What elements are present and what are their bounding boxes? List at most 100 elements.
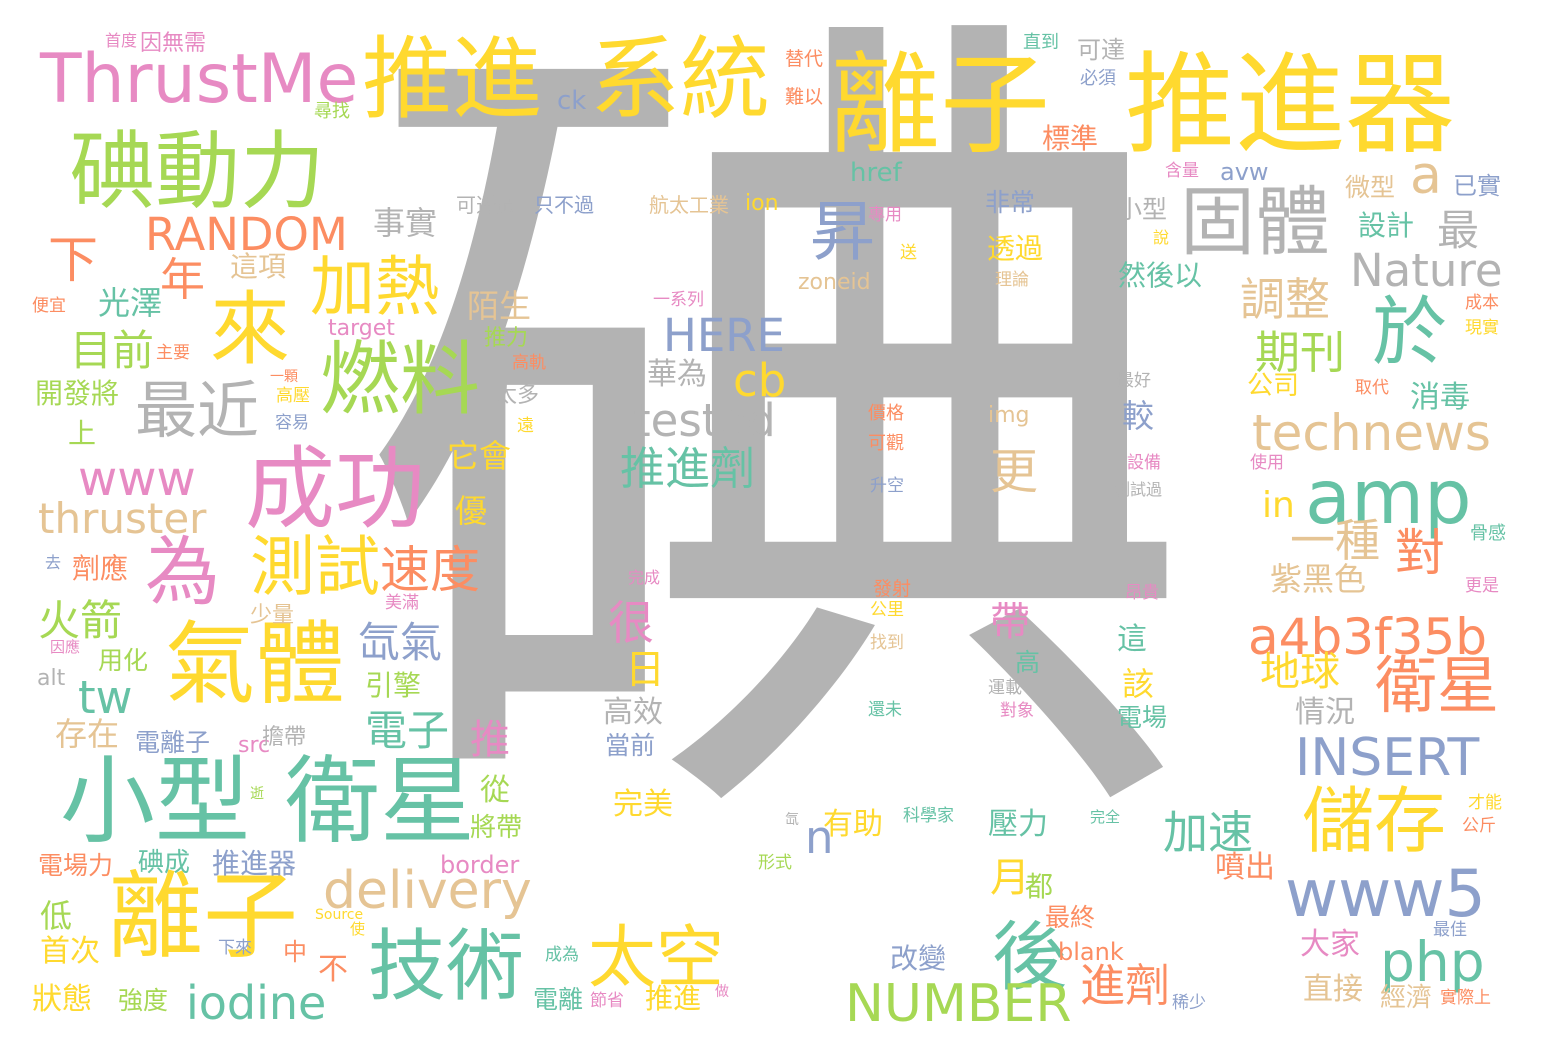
cloud-word: 地球 bbox=[1260, 649, 1340, 695]
cloud-word: 去 bbox=[45, 553, 62, 572]
cloud-word: 技術 bbox=[368, 922, 525, 1012]
cloud-word: 直接 bbox=[1303, 972, 1363, 1007]
cloud-word: 電離 bbox=[533, 985, 584, 1014]
cloud-word: 消毒 bbox=[1410, 380, 1470, 415]
cloud-word: zoneid bbox=[798, 270, 871, 295]
cloud-word: 存在 bbox=[55, 715, 120, 753]
cloud-word: 推進劑 bbox=[620, 442, 756, 495]
cloud-word: 優 bbox=[455, 492, 488, 530]
cloud-word: 最 bbox=[1437, 206, 1480, 255]
cloud-word: 氙氣 bbox=[358, 618, 443, 667]
cloud-word: 完成 bbox=[628, 568, 661, 587]
cloud-word: 推進 bbox=[645, 982, 702, 1015]
cloud-word: 推進器 bbox=[212, 847, 297, 880]
cloud-word: img bbox=[988, 403, 1030, 428]
cloud-word: 尋找 bbox=[314, 101, 350, 122]
cloud-word: 推進 bbox=[362, 27, 542, 132]
cloud-word: 小型 bbox=[1117, 195, 1168, 224]
cloud-word: 進劑 bbox=[1080, 959, 1171, 1012]
cloud-word: border bbox=[440, 851, 520, 879]
cloud-word: 實際上 bbox=[1440, 988, 1491, 1008]
cloud-word: 碘動力 bbox=[70, 123, 326, 222]
cloud-word: 小型 bbox=[60, 747, 251, 857]
cloud-word: 速度 bbox=[380, 541, 480, 599]
cloud-word: 加速 bbox=[1163, 806, 1254, 859]
cloud-word: 儲存 bbox=[1302, 779, 1447, 863]
cloud-word: 推 bbox=[470, 717, 510, 763]
cloud-word: 月 bbox=[990, 855, 1030, 901]
cloud-word: 完全 bbox=[1090, 808, 1121, 826]
cloud-word: 情況 bbox=[1295, 695, 1355, 730]
cloud-word: 非常 bbox=[985, 188, 1036, 217]
cloud-word: NUMBER bbox=[845, 974, 1072, 1034]
cloud-word: 引擎 bbox=[365, 669, 422, 702]
cloud-word: 最好 bbox=[1117, 371, 1151, 391]
cloud-word: 可透過 bbox=[456, 193, 516, 217]
cloud-word: 微型 bbox=[1345, 173, 1396, 202]
cloud-word: 紫黑色 bbox=[1270, 560, 1367, 598]
cloud-word: 便宜 bbox=[32, 296, 66, 316]
cloud-word: 成為 bbox=[545, 945, 579, 965]
cloud-word: cb bbox=[733, 354, 787, 407]
cloud-word: 最終 bbox=[1045, 903, 1096, 932]
cloud-word: 用化 bbox=[98, 646, 149, 675]
cloud-word: 更是 bbox=[1465, 576, 1499, 596]
cloud-word: tested bbox=[633, 394, 776, 447]
cloud-word: 固體 bbox=[1180, 178, 1331, 266]
cloud-word: 調整 bbox=[1240, 273, 1331, 326]
cloud-word: 首度 bbox=[105, 31, 138, 50]
cloud-word: 電子 bbox=[365, 706, 450, 755]
cloud-word: 推力 bbox=[484, 326, 529, 351]
cloud-word: 可達 bbox=[1077, 36, 1125, 64]
cloud-word: 離子 bbox=[830, 41, 1050, 169]
cloud-word: 陌生 bbox=[467, 287, 532, 325]
cloud-word: 後 bbox=[992, 913, 1068, 1001]
cloud-word: 高效 bbox=[603, 695, 663, 730]
cloud-word: 測試 bbox=[250, 530, 381, 605]
cloud-word: 找到 bbox=[870, 633, 904, 653]
cloud-word: 它會 bbox=[447, 437, 512, 475]
cloud-word: 期刊 bbox=[1255, 326, 1346, 379]
cloud-word: 太空 bbox=[588, 919, 725, 998]
cloud-word: 送 bbox=[900, 243, 917, 263]
cloud-word: alt bbox=[37, 666, 66, 691]
cloud-word: 公斤 bbox=[1462, 816, 1496, 836]
cloud-word: 少量 bbox=[250, 603, 295, 628]
cloud-word: 設計 bbox=[1358, 209, 1415, 242]
cloud-word: 專用 bbox=[868, 205, 902, 225]
cloud-word: 目前 bbox=[70, 326, 155, 375]
cloud-word: 低 bbox=[40, 897, 73, 935]
cloud-word: www bbox=[78, 451, 196, 507]
cloud-word: 氣體 bbox=[165, 612, 345, 717]
cloud-word: 升空 bbox=[870, 476, 904, 496]
cloud-word: 直到 bbox=[1023, 32, 1059, 53]
cloud-word: 當前 bbox=[605, 731, 656, 760]
cloud-word: INSERT bbox=[1295, 728, 1480, 788]
cloud-word: 下 bbox=[48, 231, 98, 289]
cloud-word: 來 bbox=[210, 283, 290, 376]
cloud-word: 還未 bbox=[868, 700, 902, 720]
cloud-word: 不 bbox=[318, 952, 348, 987]
cloud-word: Source bbox=[315, 907, 364, 923]
cloud-word: 一顆 bbox=[270, 369, 298, 385]
cloud-word: RANDOM bbox=[145, 208, 348, 261]
cloud-word: avw bbox=[1220, 158, 1269, 186]
cloud-word: 主要 bbox=[156, 343, 190, 363]
cloud-word: 因無需 bbox=[140, 31, 207, 56]
cloud-word: 該 bbox=[1122, 665, 1155, 703]
cloud-word: 逝 bbox=[250, 786, 264, 802]
cloud-word: 壓力 bbox=[988, 807, 1048, 842]
cloud-word: 於 bbox=[1372, 288, 1448, 376]
cloud-word: 成功 bbox=[245, 437, 425, 542]
cloud-word: 形式 bbox=[758, 853, 792, 873]
cloud-word: HERE bbox=[663, 309, 785, 362]
cloud-word: 設備 bbox=[1127, 453, 1161, 473]
cloud-word: 發射 bbox=[873, 578, 912, 600]
cloud-word: 使 bbox=[350, 920, 366, 938]
cloud-word: 中 bbox=[283, 938, 307, 966]
cloud-word: Nature bbox=[1350, 244, 1503, 297]
cloud-word: 公司 bbox=[1247, 371, 1300, 401]
cloud-word: 事實 bbox=[373, 204, 438, 242]
cloud-word: 價格 bbox=[868, 403, 904, 424]
cloud-word: 高軌 bbox=[512, 353, 546, 373]
